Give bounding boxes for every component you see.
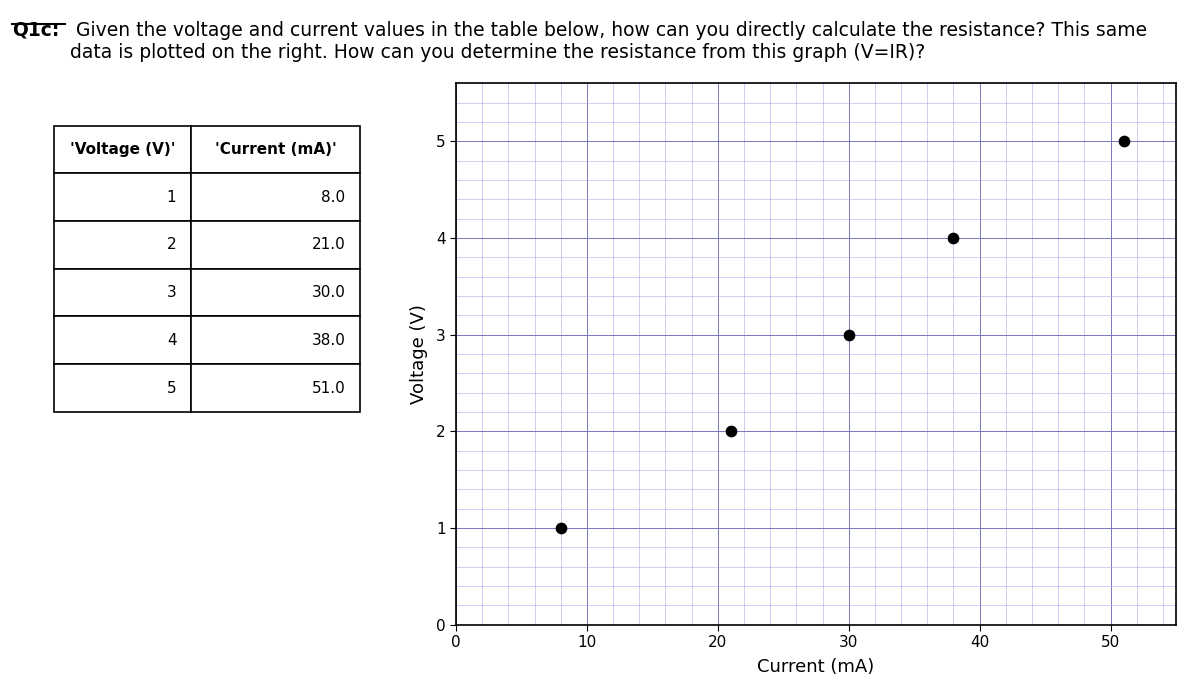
Point bbox=[1114, 136, 1133, 147]
Text: 1: 1 bbox=[167, 189, 176, 205]
Bar bbox=[191, 269, 360, 316]
Bar bbox=[191, 364, 360, 412]
Bar bbox=[191, 174, 360, 221]
Text: 21.0: 21.0 bbox=[312, 237, 346, 253]
Bar bbox=[191, 221, 360, 269]
Text: 2: 2 bbox=[167, 237, 176, 253]
Bar bbox=[191, 126, 360, 174]
Text: 38.0: 38.0 bbox=[312, 333, 346, 348]
Point bbox=[944, 232, 964, 244]
Text: 3: 3 bbox=[167, 285, 176, 300]
Y-axis label: Voltage (V): Voltage (V) bbox=[409, 304, 427, 404]
Text: 30.0: 30.0 bbox=[312, 285, 346, 300]
Bar bbox=[54, 316, 191, 364]
Text: 5: 5 bbox=[167, 380, 176, 396]
Bar bbox=[54, 126, 191, 174]
Text: Given the voltage and current values in the table below, how can you directly ca: Given the voltage and current values in … bbox=[70, 21, 1147, 62]
Bar bbox=[54, 269, 191, 316]
Text: 8.0: 8.0 bbox=[322, 189, 346, 205]
Bar bbox=[54, 364, 191, 412]
Bar bbox=[54, 174, 191, 221]
X-axis label: Current (mA): Current (mA) bbox=[757, 659, 875, 677]
Text: 'Current (mA)': 'Current (mA)' bbox=[215, 142, 336, 157]
Bar bbox=[191, 316, 360, 364]
Point bbox=[721, 425, 740, 437]
Text: 'Voltage (V)': 'Voltage (V)' bbox=[70, 142, 175, 157]
Point bbox=[839, 329, 858, 340]
Text: 51.0: 51.0 bbox=[312, 380, 346, 396]
Text: 4: 4 bbox=[167, 333, 176, 348]
Text: Q1c:: Q1c: bbox=[12, 21, 59, 40]
Point bbox=[551, 523, 570, 534]
Bar bbox=[54, 221, 191, 269]
